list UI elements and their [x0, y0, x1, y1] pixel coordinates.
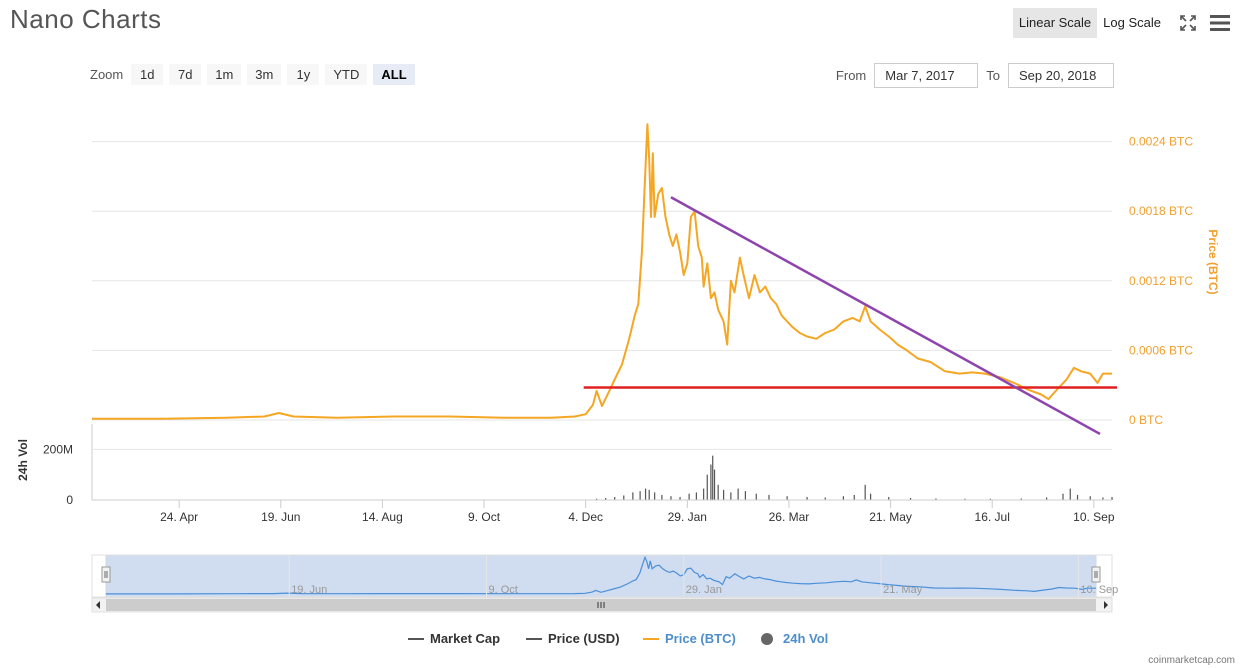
- zoom-ytd-button[interactable]: YTD: [325, 64, 368, 85]
- from-label: From: [835, 68, 867, 83]
- navigator-selection[interactable]: [105, 554, 1097, 598]
- navigator-handle-left[interactable]: [101, 566, 111, 583]
- x-tick-label: 9. Oct: [468, 510, 501, 524]
- x-tick-label: 21. May: [869, 510, 912, 524]
- zoom-all-button[interactable]: ALL: [373, 64, 415, 85]
- navigator-frame: [91, 554, 1113, 598]
- linear-scale-button[interactable]: Linear Scale: [1012, 8, 1098, 38]
- navigator-tick-label: 29. Jan: [686, 584, 722, 596]
- zoom-1d-button[interactable]: 1d: [131, 64, 164, 85]
- volume-tick-label: 200M: [43, 442, 73, 456]
- x-tick-label: 19. Jun: [261, 510, 300, 524]
- legend-item-market-cap[interactable]: Market Cap: [430, 631, 500, 646]
- x-tick-label: 10. Sep: [1073, 510, 1115, 524]
- to-label: To: [986, 68, 1000, 83]
- zoom-1y-button[interactable]: 1y: [287, 64, 320, 85]
- expand-icon[interactable]: [1177, 12, 1199, 34]
- page-title: Nano Charts: [10, 4, 162, 34]
- x-tick-label: 4. Dec: [568, 510, 603, 524]
- legend-item-price-usd[interactable]: Price (USD): [548, 631, 620, 646]
- y-tick-label: 0.0012 BTC: [1129, 274, 1193, 288]
- navigator-tick-label: 9. Oct: [488, 584, 517, 596]
- credit-link[interactable]: coinmarketcap.com: [1148, 655, 1235, 666]
- y-tick-label: 0 BTC: [1129, 413, 1163, 427]
- x-tick-label: 24. Apr: [160, 510, 198, 524]
- scroll-right-icon[interactable]: [1104, 601, 1108, 609]
- legend-marker: [761, 633, 773, 645]
- zoom-3m-button[interactable]: 3m: [247, 64, 282, 85]
- trend-line: [670, 196, 1101, 436]
- x-tick-label: 16. Jul: [975, 510, 1010, 524]
- date-range: From To: [828, 63, 1114, 88]
- x-tick-label: 26. Mar: [769, 510, 810, 524]
- legend-item-price-btc[interactable]: Price (BTC): [665, 631, 736, 646]
- zoom-controls: Zoom 1d 7d 1m 3m 1y YTD ALL: [90, 64, 421, 85]
- volume-axis-title: 24h Vol: [16, 439, 30, 481]
- from-date-input[interactable]: [874, 63, 979, 88]
- zoom-7d-button[interactable]: 7d: [169, 64, 202, 85]
- navigator-tick-label: 19. Jun: [291, 584, 327, 596]
- zoom-label: Zoom: [90, 67, 124, 82]
- navigator-tick-label: 21. May: [883, 584, 923, 596]
- legend-item-24h-vol[interactable]: 24h Vol: [783, 631, 828, 646]
- scale-toggle: Linear Scale Log Scale: [1012, 8, 1231, 38]
- x-tick-label: 14. Aug: [362, 510, 403, 524]
- y-tick-label: 0.0006 BTC: [1129, 343, 1193, 357]
- scroll-left-icon[interactable]: [96, 601, 100, 609]
- x-tick-label: 29. Jan: [668, 510, 707, 524]
- volume-tick-label: 0: [66, 493, 73, 507]
- navigator-series: [106, 555, 1096, 595]
- menu-icon[interactable]: [1209, 12, 1231, 34]
- to-date-input[interactable]: [1008, 63, 1114, 88]
- y-tick-label: 0.0024 BTC: [1129, 135, 1193, 149]
- zoom-1m-button[interactable]: 1m: [207, 64, 242, 85]
- navigator-handle-right[interactable]: [1091, 566, 1101, 583]
- y-tick-label: 0.0018 BTC: [1129, 204, 1193, 218]
- log-scale-button[interactable]: Log Scale: [1103, 15, 1161, 30]
- navigator-tick-label: 10. Sep: [1080, 584, 1118, 596]
- y-axis-title: Price (BTC): [1206, 229, 1220, 294]
- price-btc-line: [92, 123, 1112, 420]
